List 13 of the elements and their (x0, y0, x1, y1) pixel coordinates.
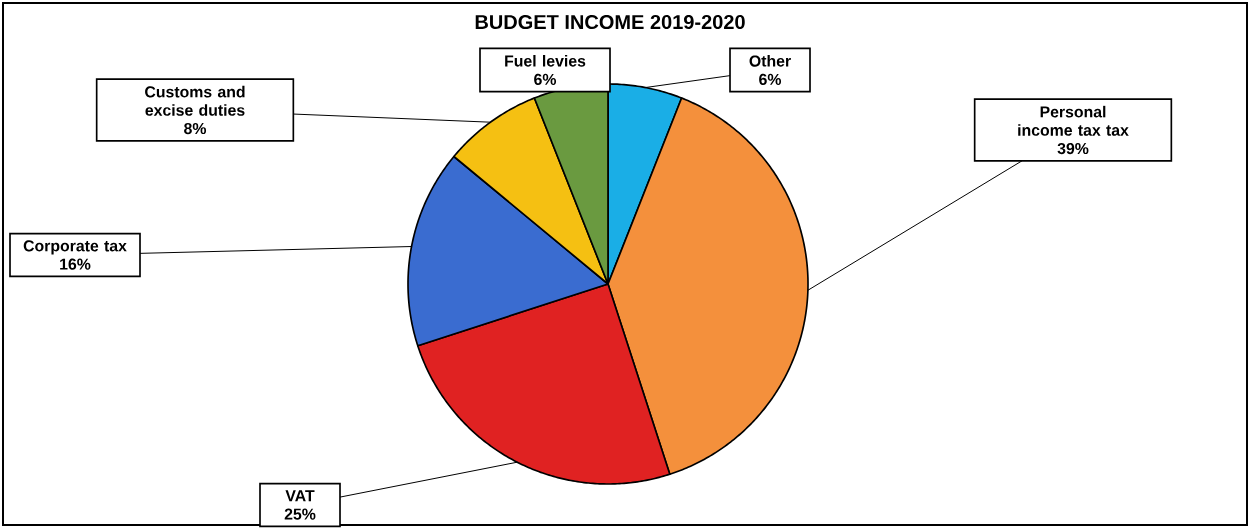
slice-label: VAT (285, 490, 315, 502)
data-label: 25% (284, 508, 316, 520)
slice-label: Other (749, 55, 791, 67)
data-label: 8% (184, 122, 207, 135)
slice-label: Corporate tax (23, 240, 127, 255)
slice-label: Personal income tax tax (1018, 105, 1129, 136)
slice-label: Fuel levies (505, 55, 586, 67)
data-label: 6% (534, 73, 557, 85)
slice-label: Customs and excise duties (145, 85, 245, 116)
data-label: 16% (60, 258, 91, 270)
data-label: 39% (1057, 142, 1089, 155)
chart-title: BUDGET INCOME 2019-2020 (475, 14, 745, 30)
data-label: 6% (759, 73, 782, 85)
